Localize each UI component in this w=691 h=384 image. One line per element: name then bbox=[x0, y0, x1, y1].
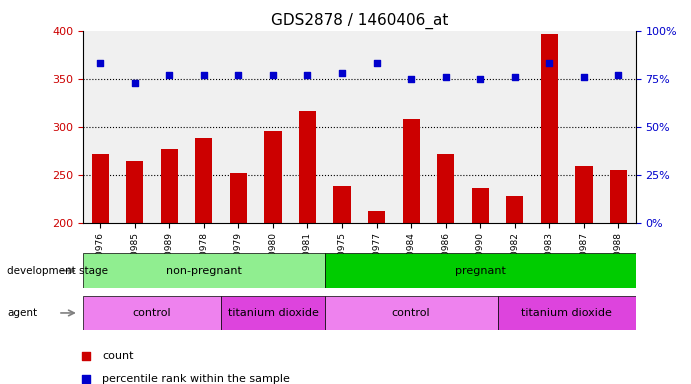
Text: percentile rank within the sample: percentile rank within the sample bbox=[102, 374, 290, 384]
Point bbox=[440, 74, 451, 80]
Point bbox=[509, 74, 520, 80]
Text: agent: agent bbox=[7, 308, 37, 318]
Point bbox=[95, 60, 106, 66]
Title: GDS2878 / 1460406_at: GDS2878 / 1460406_at bbox=[271, 13, 448, 29]
FancyBboxPatch shape bbox=[325, 296, 498, 330]
Bar bbox=[196, 138, 213, 223]
Point bbox=[475, 76, 486, 82]
Bar bbox=[160, 149, 178, 223]
Bar bbox=[402, 119, 420, 223]
Point bbox=[406, 76, 417, 82]
Bar bbox=[230, 173, 247, 223]
FancyBboxPatch shape bbox=[221, 296, 325, 330]
Point bbox=[129, 79, 140, 86]
Bar bbox=[264, 131, 281, 223]
Text: control: control bbox=[133, 308, 171, 318]
Bar bbox=[126, 161, 144, 223]
Bar bbox=[575, 166, 592, 223]
Point bbox=[613, 72, 624, 78]
Point bbox=[164, 72, 175, 78]
Point bbox=[544, 60, 555, 66]
Bar bbox=[91, 154, 109, 223]
Bar bbox=[368, 211, 386, 223]
FancyBboxPatch shape bbox=[325, 253, 636, 288]
Point bbox=[578, 74, 589, 80]
Text: control: control bbox=[392, 308, 430, 318]
Point bbox=[267, 72, 278, 78]
Text: non-pregnant: non-pregnant bbox=[166, 266, 242, 276]
FancyBboxPatch shape bbox=[83, 253, 325, 288]
Text: pregnant: pregnant bbox=[455, 266, 506, 276]
Point bbox=[302, 72, 313, 78]
Point bbox=[337, 70, 348, 76]
Point bbox=[491, 106, 502, 113]
Bar bbox=[437, 154, 455, 223]
Text: titanium dioxide: titanium dioxide bbox=[227, 308, 319, 318]
Bar bbox=[299, 111, 316, 223]
FancyBboxPatch shape bbox=[498, 296, 636, 330]
Bar bbox=[506, 196, 524, 223]
Text: development stage: development stage bbox=[7, 266, 108, 276]
Point bbox=[233, 72, 244, 78]
Bar bbox=[333, 186, 350, 223]
Bar bbox=[541, 34, 558, 223]
Bar bbox=[471, 188, 489, 223]
FancyBboxPatch shape bbox=[83, 296, 221, 330]
Point bbox=[371, 60, 382, 66]
Text: titanium dioxide: titanium dioxide bbox=[521, 308, 612, 318]
Point bbox=[198, 72, 209, 78]
Text: count: count bbox=[102, 351, 134, 361]
Point bbox=[491, 316, 502, 322]
Bar bbox=[610, 170, 627, 223]
